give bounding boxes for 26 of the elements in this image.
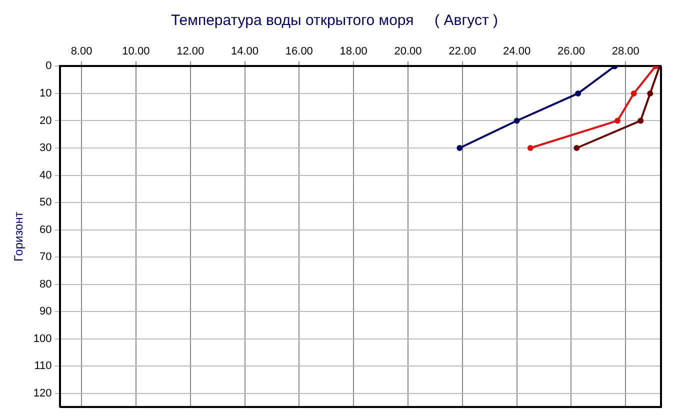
x-tick-label: 16.00 [285, 46, 313, 58]
y-tick-label: 50 [40, 196, 52, 209]
x-tick-label: 22.00 [448, 46, 476, 58]
x-tick-label: 12.00 [176, 46, 204, 58]
x-tick-label: 10.00 [122, 46, 150, 58]
y-tick-label: 30 [40, 142, 52, 154]
y-tick-label: 90 [40, 306, 52, 318]
x-tick-label: 18.00 [340, 46, 368, 58]
y-tick-label: 70 [40, 251, 52, 264]
y-tick-label: 80 [40, 278, 52, 290]
x-tick-label: 8.00 [70, 46, 92, 58]
x-tick-label: 24.00 [503, 46, 531, 58]
x-tick-label: 14.00 [230, 46, 259, 58]
y-axis-title: Горизонт [12, 211, 26, 262]
y-tick-label: 10 [40, 87, 52, 100]
x-tick-label: 26.00 [557, 46, 585, 58]
y-tick-label: 110 [34, 360, 52, 372]
chart-title: Температура воды открытого моря ( Август ) [170, 12, 498, 30]
x-tick-label: 28.00 [612, 46, 640, 58]
y-tick-label: 120 [33, 387, 52, 400]
y-tick-label: 20 [40, 114, 52, 127]
x-tick-label: 20.00 [394, 46, 422, 58]
y-tick-label: 0 [46, 60, 52, 72]
y-tick-label: 40 [40, 169, 52, 182]
y-tick-label: 60 [40, 224, 52, 236]
y-tick-label: 100 [33, 332, 52, 345]
